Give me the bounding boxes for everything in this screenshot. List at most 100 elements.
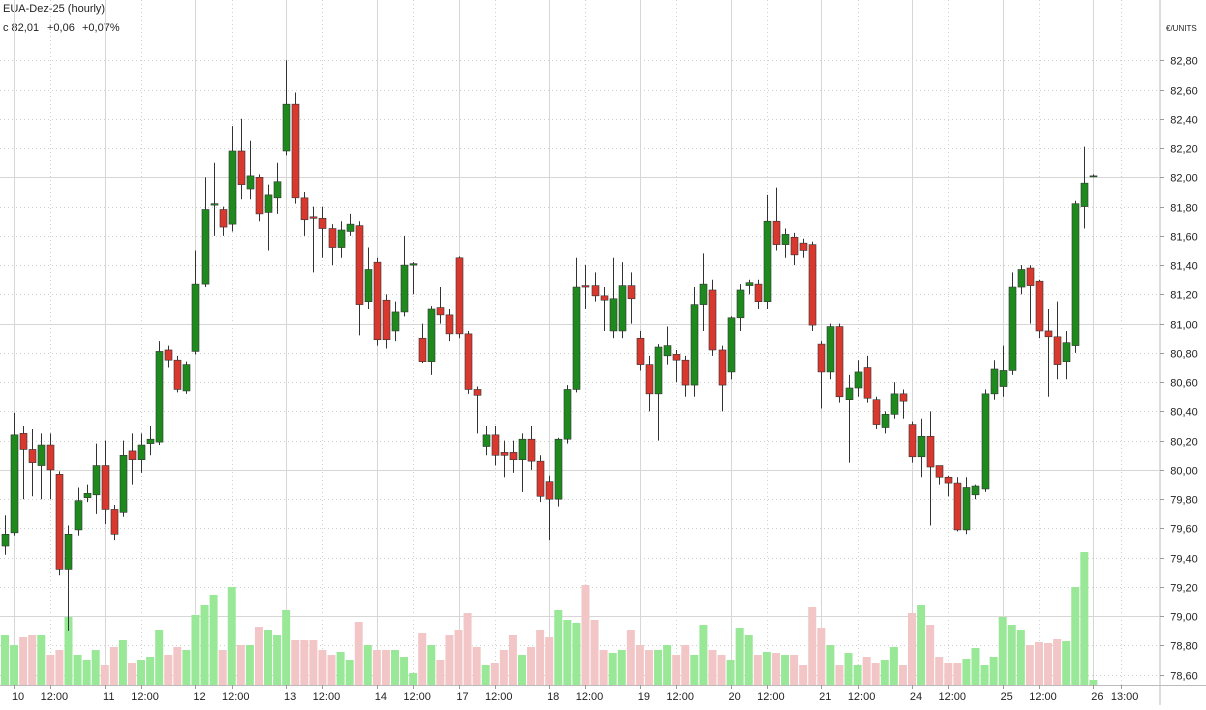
candle-body xyxy=(464,333,473,390)
volume-bar xyxy=(1016,630,1025,685)
candle-body xyxy=(745,282,754,286)
x-tick-label: 12:00 xyxy=(485,691,513,703)
x-tick-label: 24 xyxy=(910,691,922,703)
candle-body xyxy=(645,364,654,395)
candle-body xyxy=(935,465,944,478)
candle-body xyxy=(1062,342,1071,362)
volume-bar xyxy=(844,653,853,685)
candle-body xyxy=(264,194,273,213)
volume-bar xyxy=(762,652,771,685)
candle-body xyxy=(736,289,745,319)
volume-bar xyxy=(508,635,517,685)
volume-bar xyxy=(753,655,762,685)
candle-body xyxy=(1017,269,1026,288)
volume-bar xyxy=(717,655,726,685)
x-tick-label: 12 xyxy=(193,691,205,703)
candle-body xyxy=(500,452,509,456)
volume-bar xyxy=(318,650,327,685)
volume-bar xyxy=(871,663,880,685)
volume-bar xyxy=(327,655,336,685)
volume-bar xyxy=(82,660,91,685)
candle-body xyxy=(473,389,482,396)
x-tick-label: 10 xyxy=(12,691,24,703)
candle-body xyxy=(64,534,73,570)
volume-bar xyxy=(1062,641,1071,685)
volume-bar xyxy=(127,663,136,685)
volume-bar xyxy=(1053,639,1062,685)
volume-bar xyxy=(536,630,545,685)
candle-body xyxy=(563,389,572,440)
candle-body xyxy=(872,399,881,425)
volume-bar xyxy=(37,635,46,685)
candle-body xyxy=(83,493,92,499)
candle-body xyxy=(318,217,327,229)
volume-bar xyxy=(400,657,409,685)
change-percent: +0,07% xyxy=(82,22,120,34)
volume-bar xyxy=(336,652,345,685)
candle-body xyxy=(337,229,346,248)
volume-bar xyxy=(690,655,699,685)
y-tick-label: 82,80 xyxy=(1170,56,1198,68)
volume-bar xyxy=(236,645,245,685)
candle-body xyxy=(391,311,400,332)
volume-bar xyxy=(898,665,907,685)
candle-body xyxy=(273,181,282,199)
candle-body xyxy=(536,460,545,497)
candle-body xyxy=(1035,280,1044,332)
volume-bar xyxy=(46,655,55,685)
candle-body xyxy=(164,349,173,361)
candle-body xyxy=(455,257,464,335)
candle-body xyxy=(908,424,917,458)
volume-bar xyxy=(998,617,1007,685)
x-tick-label: 12:00 xyxy=(313,691,341,703)
volume-bar xyxy=(889,647,898,685)
candle-body xyxy=(763,220,772,302)
candle-body xyxy=(364,269,373,302)
volume-bar xyxy=(935,657,944,685)
volume-bar xyxy=(55,650,64,685)
candle-body xyxy=(182,364,191,392)
candle-body xyxy=(1053,336,1062,365)
x-tick-label: 12:00 xyxy=(576,691,604,703)
volume-bar xyxy=(200,605,209,685)
volume-bar xyxy=(635,645,644,685)
candle-body xyxy=(591,285,600,297)
candle-body xyxy=(600,295,609,301)
y-tick-label: 81,60 xyxy=(1170,232,1198,244)
x-tick-label: 12:00 xyxy=(131,691,159,703)
volume-bar xyxy=(944,663,953,685)
candle-body xyxy=(754,283,763,302)
candle-body xyxy=(581,285,590,288)
candle-body xyxy=(772,220,781,245)
candle-body xyxy=(328,228,337,248)
candle-body xyxy=(491,434,500,456)
candle-body xyxy=(137,444,146,460)
volume-bar xyxy=(28,635,37,685)
volume-bar xyxy=(472,647,481,685)
y-tick-label: 81,40 xyxy=(1170,261,1198,273)
candle-body xyxy=(1008,286,1017,371)
volume-bar xyxy=(91,650,100,685)
candle-body xyxy=(817,343,826,373)
candle-body xyxy=(28,449,37,463)
x-tick-label: 21 xyxy=(819,691,831,703)
candle-body xyxy=(1026,267,1035,286)
volume-bar xyxy=(744,635,753,685)
candle-body xyxy=(799,242,808,251)
volume-bar xyxy=(908,613,916,685)
candle-body xyxy=(518,438,527,460)
x-tick-label: 12:00 xyxy=(939,691,967,703)
volume-bar xyxy=(64,617,73,685)
candle-body xyxy=(92,465,101,496)
candle-body xyxy=(445,314,454,335)
volume-bar xyxy=(109,647,118,685)
candle-body xyxy=(418,337,427,362)
y-tick-label: 80,00 xyxy=(1170,466,1198,478)
x-tick-label: 14 xyxy=(375,691,387,703)
volume-bar xyxy=(581,585,590,685)
x-tick-label: 18 xyxy=(547,691,559,703)
candle-body xyxy=(845,387,854,401)
volume-bar xyxy=(980,665,989,685)
volume-bar xyxy=(726,660,735,685)
